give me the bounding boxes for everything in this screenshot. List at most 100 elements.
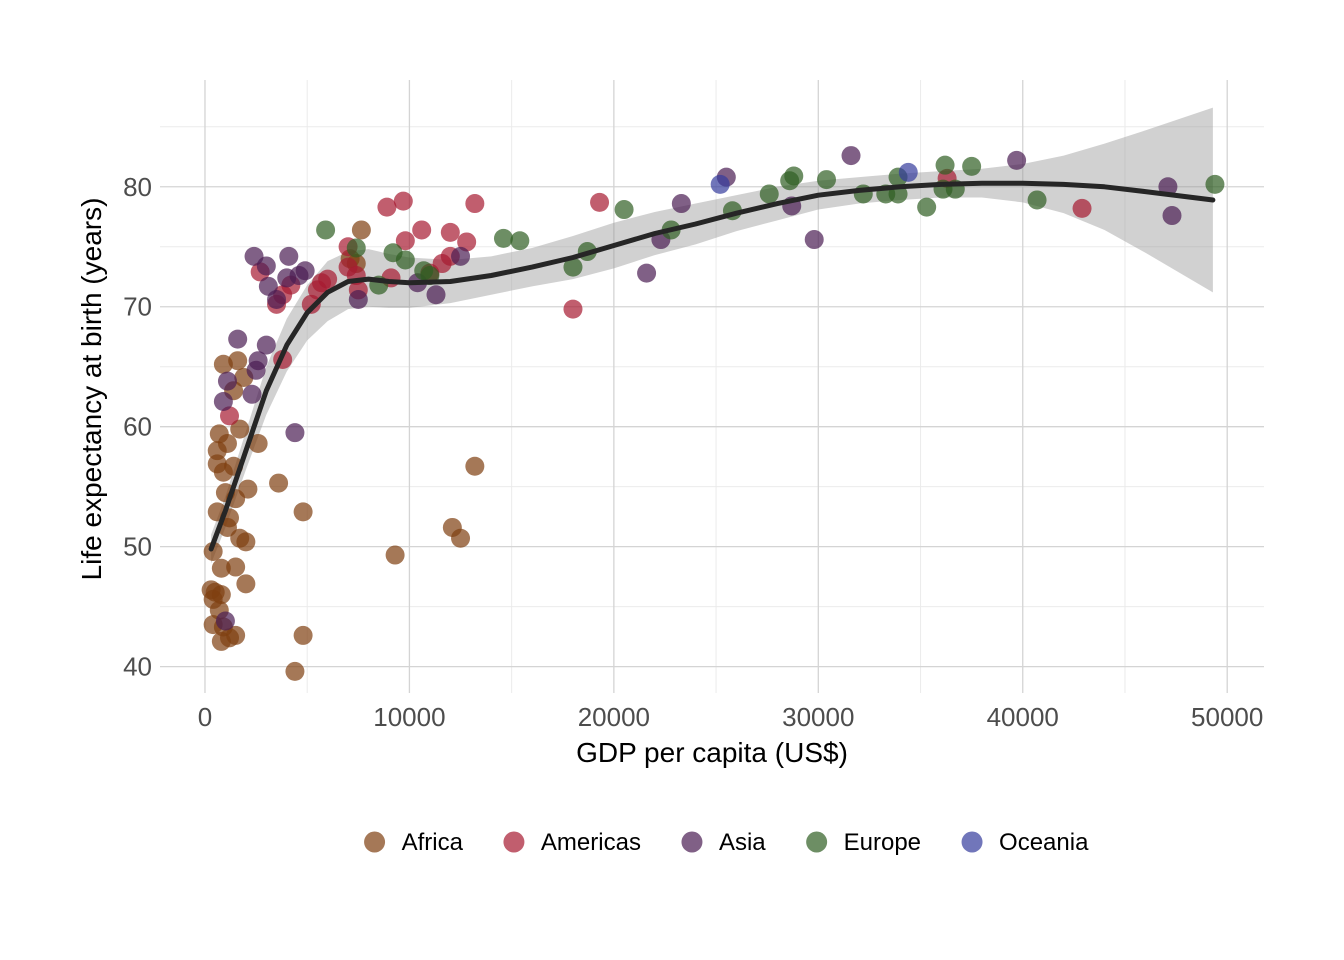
point-africa (228, 351, 248, 371)
smooth-line-layer (208, 180, 1216, 552)
point-africa (213, 462, 233, 482)
point-europe (759, 184, 779, 204)
point-africa (451, 528, 471, 548)
point-africa (285, 661, 305, 681)
point-asia (348, 290, 368, 310)
y-tick-label: 70 (123, 292, 152, 322)
legend-key-oceania (961, 831, 983, 853)
point-americas (412, 220, 432, 240)
point-asia (285, 423, 305, 443)
point-africa (269, 473, 289, 493)
legend-label-americas: Americas (541, 829, 641, 856)
point-europe (816, 170, 836, 190)
point-asia (426, 285, 446, 305)
point-americas (590, 192, 610, 212)
x-tick-label: 40000 (987, 702, 1059, 732)
point-europe (1027, 190, 1047, 210)
point-europe (493, 228, 513, 248)
point-europe (614, 200, 634, 220)
point-europe (316, 220, 336, 240)
point-asia (256, 335, 276, 355)
x-tick-label: 20000 (578, 702, 650, 732)
point-europe (563, 257, 583, 277)
point-africa (226, 557, 246, 577)
points-layer (201, 146, 1225, 681)
point-africa (293, 625, 313, 645)
point-americas (465, 194, 485, 214)
point-africa (203, 541, 223, 561)
legend-label-africa: Africa (402, 829, 464, 856)
point-europe (935, 155, 955, 175)
point-americas (1072, 198, 1092, 218)
point-americas (440, 222, 460, 242)
point-europe (962, 156, 982, 176)
legend-label-oceania: Oceania (999, 829, 1089, 856)
x-tick-label: 30000 (782, 702, 854, 732)
point-asia (804, 230, 824, 250)
point-africa (236, 574, 256, 594)
point-africa (213, 354, 233, 374)
point-oceania (898, 162, 918, 182)
point-americas (377, 197, 397, 217)
point-africa (351, 220, 371, 240)
legend-key-europe (806, 831, 828, 853)
point-africa (465, 456, 485, 476)
point-asia (671, 194, 691, 214)
point-europe (917, 197, 937, 217)
point-africa (293, 502, 313, 522)
point-europe (346, 238, 366, 258)
point-asia (267, 290, 287, 310)
point-europe (510, 231, 530, 251)
legend-label-europe: Europe (844, 829, 921, 856)
point-africa (385, 545, 405, 565)
point-europe (1205, 174, 1225, 194)
point-asia (289, 266, 309, 286)
x-axis-title: GDP per capita (US$) (576, 737, 848, 768)
x-tick-label: 0 (198, 702, 212, 732)
point-americas (395, 231, 415, 251)
point-asia (215, 611, 235, 631)
x-tick-label: 50000 (1191, 702, 1263, 732)
confidence-band-layer (211, 107, 1213, 564)
point-asia (242, 384, 262, 404)
point-asia (256, 256, 276, 276)
point-asia (246, 360, 266, 380)
point-asia (841, 146, 861, 166)
point-africa (236, 532, 256, 552)
y-tick-label: 50 (123, 532, 152, 562)
point-asia (228, 329, 248, 349)
point-americas (457, 232, 477, 252)
point-asia (451, 246, 471, 266)
y-tick-label: 60 (123, 412, 152, 442)
point-americas (301, 294, 321, 314)
legend-key-asia (681, 831, 703, 853)
legend: Africa Americas Asia Europe Oceania (364, 829, 1089, 856)
legend-label-asia: Asia (719, 829, 766, 856)
point-americas (220, 406, 240, 426)
point-americas (393, 191, 413, 211)
point-americas (563, 299, 583, 319)
smooth-fit-line (208, 180, 1216, 552)
x-tick-label: 10000 (373, 702, 445, 732)
y-axis-title: Life expectancy at birth (years) (76, 198, 107, 581)
tick-labels: 0 10000 20000 30000 40000 50000 40 50 60 70 80 (123, 172, 1263, 732)
point-asia (213, 391, 233, 411)
grid-lines (160, 80, 1264, 693)
point-asia (637, 263, 657, 283)
point-africa (207, 441, 227, 461)
legend-key-americas (503, 831, 525, 853)
y-tick-label: 80 (123, 172, 152, 202)
confidence-band (211, 107, 1213, 564)
point-africa (230, 419, 250, 439)
point-asia (1162, 206, 1182, 226)
point-africa (211, 631, 231, 651)
point-europe (780, 171, 800, 191)
point-oceania (710, 174, 730, 194)
point-africa (211, 558, 231, 578)
legend-key-africa (364, 831, 386, 853)
point-asia (1007, 150, 1027, 170)
point-africa (248, 433, 268, 453)
y-tick-label: 40 (123, 652, 152, 682)
point-asia (217, 371, 237, 391)
